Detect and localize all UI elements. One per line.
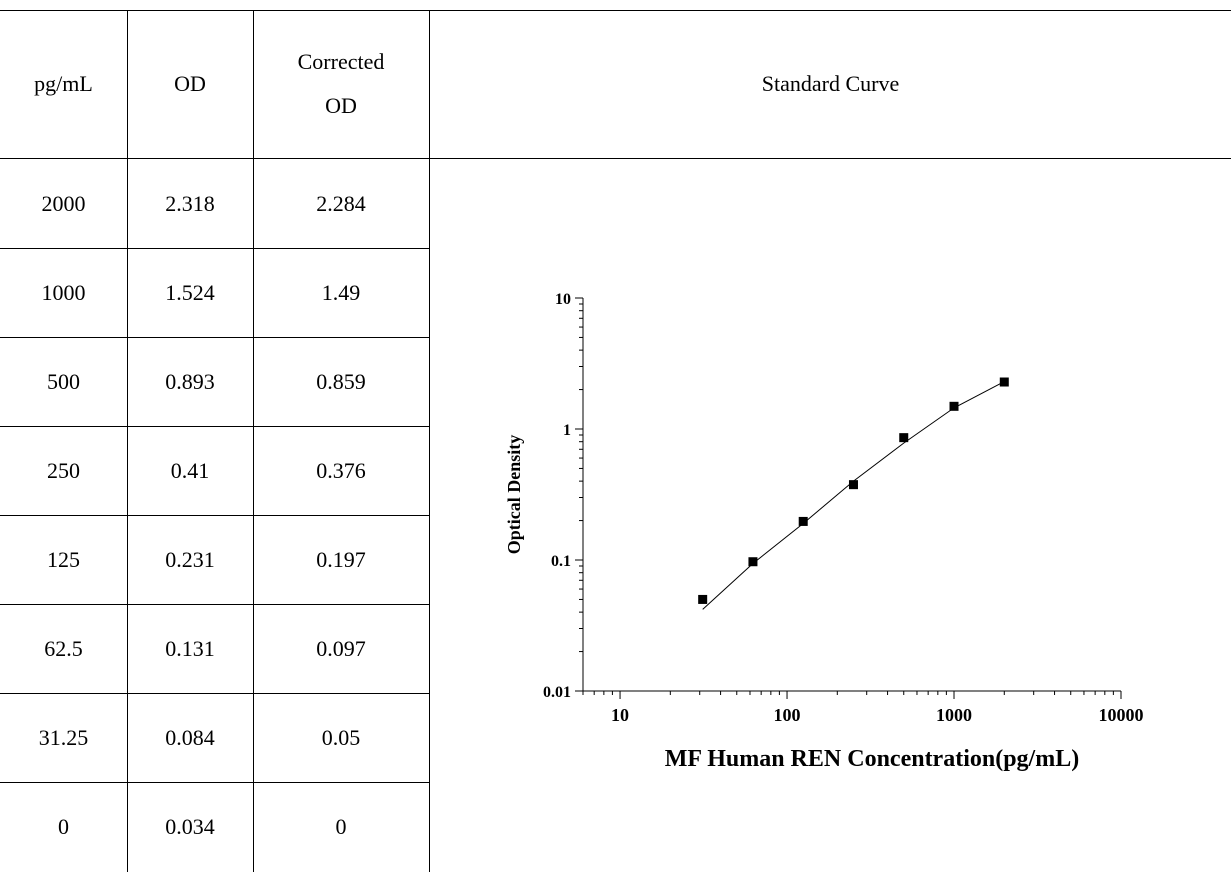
cell-concentration: 2000 [41, 190, 86, 216]
cell-concentration: 62.5 [44, 635, 83, 661]
standard-curve-chart: 10 100 1000 10000 0.01 0.1 1 10 MF Human REN Con… [504, 291, 1144, 772]
row-divider [0, 604, 430, 605]
cell-concentration: 500 [47, 368, 80, 394]
data-point [748, 557, 758, 567]
cell-od: 0.893 [165, 368, 215, 394]
y-tick-label: 0.01 [543, 684, 571, 701]
y-tick-label: 10 [555, 291, 571, 308]
x-tick-label: 10000 [1099, 705, 1144, 725]
fit-line [702, 381, 1005, 610]
header-od: OD [174, 71, 206, 96]
cell-od: 0.41 [170, 457, 210, 483]
x-tick-label: 10 [611, 705, 629, 725]
cell-od: 2.318 [165, 190, 215, 216]
cell-corrected-od: 0.097 [316, 635, 366, 661]
cell-od: 0.034 [165, 813, 215, 839]
col-divider [253, 10, 254, 872]
cell-od: 1.524 [165, 279, 215, 305]
row-divider [0, 515, 430, 516]
cell-concentration: 125 [47, 546, 80, 572]
y-tick-label: 0.1 [551, 553, 571, 570]
header-corrected-line2: OD [325, 93, 357, 118]
data-point [899, 433, 909, 443]
table-header-divider [0, 158, 1231, 159]
x-tick-label: 1000 [936, 705, 972, 725]
data-point [798, 516, 808, 526]
cell-od: 0.231 [165, 546, 215, 572]
row-divider [0, 248, 430, 249]
row-divider [0, 337, 430, 338]
row-divider [0, 426, 430, 427]
chart-labels: 10 100 1000 10000 0.01 0.1 1 10 MF Human REN Con… [504, 291, 1144, 772]
header-standard-curve: Standard Curve [761, 71, 900, 96]
y-axis-title: Optical Density [504, 435, 524, 555]
cell-corrected-od: 0.197 [316, 546, 366, 572]
x-axis-title: MF Human REN Concentration(pg/mL) [665, 746, 1079, 772]
x-tick-label: 100 [774, 705, 801, 725]
cell-corrected-od: 0.376 [316, 457, 366, 483]
table-border-top [0, 10, 1231, 11]
cell-od: 0.084 [165, 724, 215, 750]
cell-corrected-od: 0.859 [316, 368, 366, 394]
cell-concentration: 31.25 [38, 724, 89, 750]
data-points [698, 377, 1009, 604]
fit-curve [702, 381, 1005, 610]
cell-corrected-od: 1.49 [321, 279, 361, 305]
cell-od: 0.131 [165, 635, 215, 661]
data-point [999, 377, 1009, 387]
data-point [698, 594, 708, 604]
cell-concentration: 0 [58, 813, 69, 839]
cell-corrected-od: 0.05 [321, 724, 361, 750]
cell-corrected-od: 2.284 [316, 190, 366, 216]
cell-concentration: 250 [47, 457, 80, 483]
header-concentration: pg/mL [34, 71, 93, 96]
cell-concentration: 1000 [41, 279, 86, 305]
y-tick-label: 1 [563, 422, 571, 439]
cell-corrected-od: 0 [335, 813, 347, 839]
row-divider [0, 693, 430, 694]
chart-axes [575, 297, 1122, 699]
col-divider [429, 10, 430, 872]
header-corrected-od: Corrected OD [253, 10, 429, 158]
col-divider [127, 10, 128, 872]
data-point [949, 401, 959, 411]
header-corrected-line1: Corrected [297, 49, 385, 74]
row-divider [0, 782, 430, 783]
data-point [848, 480, 858, 490]
